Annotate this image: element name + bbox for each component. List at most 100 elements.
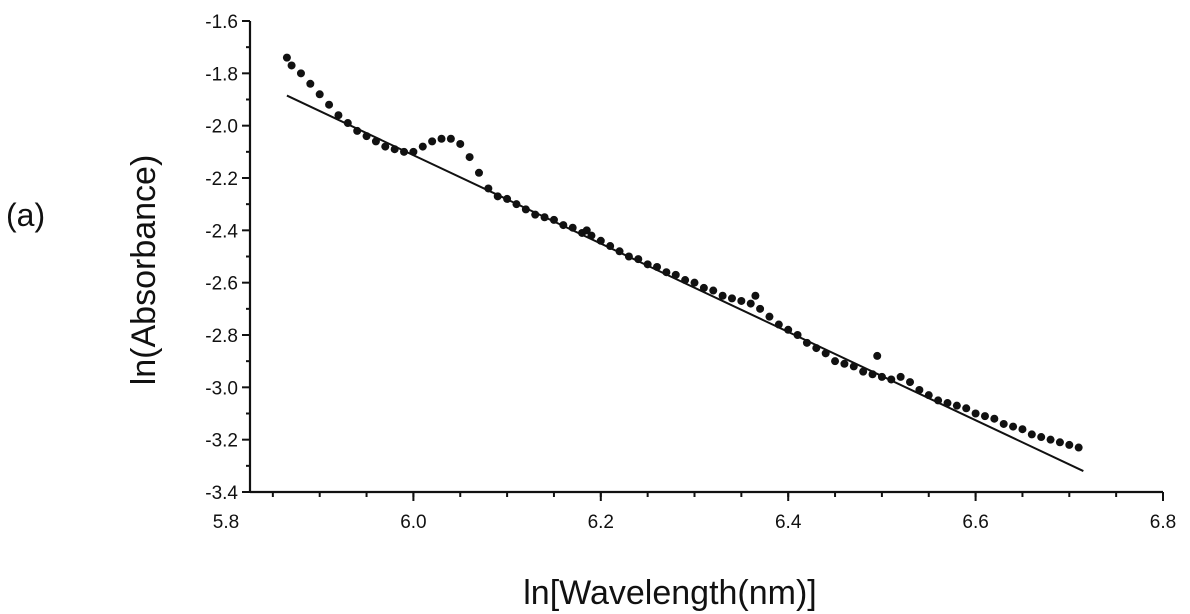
data-point xyxy=(540,213,549,222)
data-point xyxy=(306,79,315,88)
data-point xyxy=(1027,430,1036,439)
data-point xyxy=(503,194,512,203)
data-point xyxy=(671,270,680,279)
data-point xyxy=(840,359,849,368)
data-point xyxy=(390,145,399,154)
data-point xyxy=(587,231,596,240)
data-point xyxy=(756,304,765,313)
data-point xyxy=(653,262,662,271)
data-point xyxy=(873,351,882,360)
data-point xyxy=(493,192,502,201)
data-point xyxy=(1018,425,1027,434)
y-axis-title: ln(Absorbance) xyxy=(125,155,163,386)
data-point xyxy=(896,372,905,381)
data-point xyxy=(737,296,746,305)
y-tick-label: -2.2 xyxy=(205,169,238,190)
data-point xyxy=(915,385,924,394)
data-point xyxy=(662,268,671,277)
data-point xyxy=(1009,422,1018,431)
data-point xyxy=(596,236,605,245)
y-tick-label: -2.4 xyxy=(205,221,238,242)
data-point xyxy=(980,412,989,421)
data-point xyxy=(615,247,624,256)
data-point xyxy=(774,320,783,329)
data-point xyxy=(409,147,418,156)
data-point xyxy=(943,399,952,408)
y-tick-label: -2.6 xyxy=(205,274,238,295)
data-point xyxy=(343,119,352,128)
data-point xyxy=(531,210,540,219)
data-point xyxy=(821,349,830,358)
data-point xyxy=(681,276,690,285)
data-point xyxy=(282,53,291,62)
data-point xyxy=(559,221,568,230)
data-point xyxy=(934,396,943,405)
data-point xyxy=(362,132,371,141)
y-axis-ticks: -1.6 -1.8 -2.0 -2.2 -2.4 -2.6 -2.8 -3.0 -3.2 -3.4 xyxy=(205,12,250,504)
data-point xyxy=(746,299,755,308)
data-point xyxy=(999,419,1008,428)
data-point xyxy=(428,137,437,146)
data-point xyxy=(1074,443,1083,452)
data-point xyxy=(334,111,343,120)
data-point xyxy=(568,223,577,232)
data-point xyxy=(1065,440,1074,449)
data-point xyxy=(952,401,961,410)
y-tick-label: -3.2 xyxy=(205,431,238,452)
data-point xyxy=(1055,438,1064,447)
data-point xyxy=(474,168,483,177)
data-point xyxy=(699,283,708,292)
data-point xyxy=(512,200,521,209)
data-point xyxy=(418,142,427,151)
x-tick-label: 6.8 xyxy=(1150,512,1176,533)
data-point xyxy=(924,391,933,400)
y-tick-label: -2.0 xyxy=(205,117,238,138)
x-axis-ticks: 5.8 6.0 6.2 6.4 6.6 6.8 xyxy=(213,492,1176,533)
data-point xyxy=(784,325,793,334)
data-point xyxy=(877,372,886,381)
data-point xyxy=(446,134,455,143)
data-point xyxy=(456,139,465,148)
data-point xyxy=(812,344,821,353)
data-point xyxy=(582,226,591,235)
data-point xyxy=(849,362,858,371)
data-point xyxy=(287,61,296,70)
x-tick-label: 6.0 xyxy=(400,512,426,533)
data-point xyxy=(315,90,324,99)
y-tick-label: -2.8 xyxy=(205,326,238,347)
data-point xyxy=(549,215,558,224)
y-tick-label: -1.8 xyxy=(205,64,238,85)
y-tick-label: -3.0 xyxy=(205,378,238,399)
data-point xyxy=(887,375,896,384)
data-point xyxy=(868,370,877,379)
x-axis-title: ln[Wavelength(nm)] xyxy=(523,574,817,612)
data-point xyxy=(727,294,736,303)
data-point xyxy=(606,242,615,251)
data-point xyxy=(831,357,840,366)
data-point xyxy=(465,153,474,162)
data-point xyxy=(437,134,446,143)
data-point xyxy=(1046,435,1055,444)
data-point xyxy=(624,252,633,261)
data-point xyxy=(643,260,652,269)
axes xyxy=(248,21,1163,494)
data-point xyxy=(859,367,868,376)
data-point xyxy=(381,142,390,151)
data-point xyxy=(709,286,718,295)
data-point xyxy=(371,137,380,146)
y-tick-label: -3.4 xyxy=(205,483,238,504)
data-point xyxy=(634,255,643,264)
data-point xyxy=(400,147,409,156)
data-point xyxy=(1037,433,1046,442)
data-point xyxy=(962,404,971,413)
x-tick-label: 6.4 xyxy=(775,512,802,533)
data-point xyxy=(802,338,811,347)
data-point xyxy=(765,312,774,321)
data-point xyxy=(296,69,305,78)
panel-label: (a) xyxy=(6,197,45,233)
x-tick-label: 5.8 xyxy=(213,512,239,533)
data-point xyxy=(990,414,999,423)
data-point xyxy=(325,100,334,109)
data-point xyxy=(751,291,760,300)
x-tick-label: 6.6 xyxy=(962,512,988,533)
